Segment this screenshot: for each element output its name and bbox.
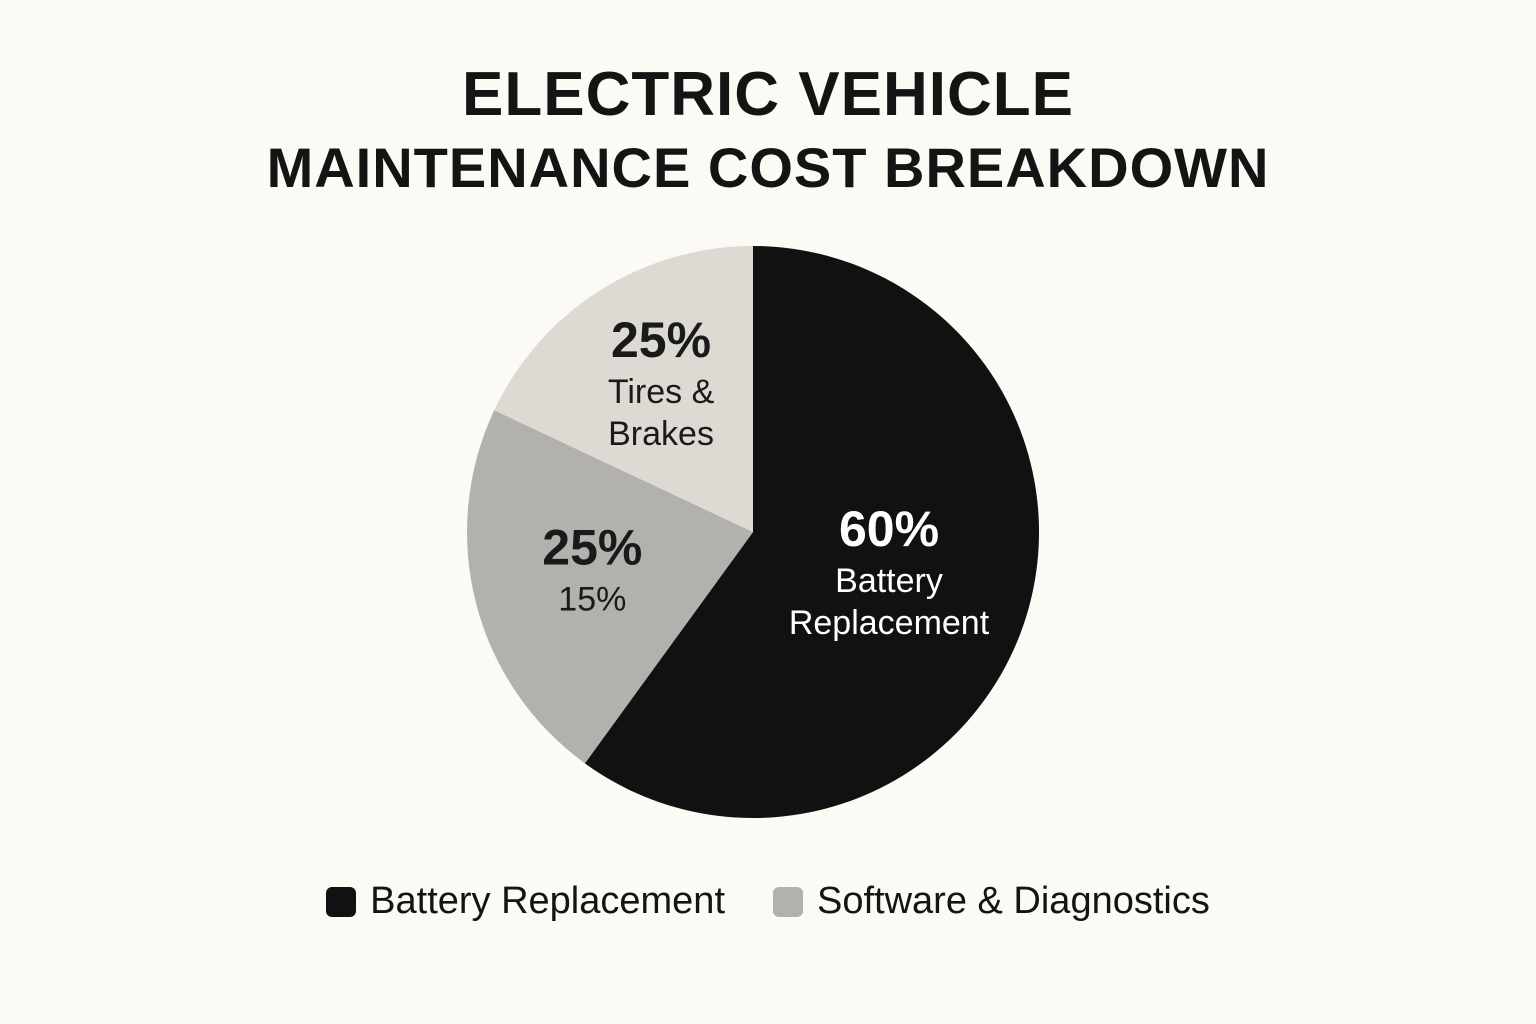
pie-slice-2-percent-label: 25% [611,312,711,368]
pie-slice-2 [494,246,753,532]
legend-item-software-diagnostics: Software & Diagnostics [773,880,1210,923]
chart-legend: Battery Replacement Software & Diagnosti… [0,880,1536,923]
pie-slice-2-label-line-1: Tires & [608,373,715,411]
chart-title-line1: ELECTRIC VEHICLE [462,60,1074,129]
pie-slice-0-label-line-1: Battery [835,562,943,600]
pie-slice-0 [584,246,1039,818]
pie-slice-1-label-line-1: 15% [558,580,626,618]
legend-label-battery-replacement: Battery Replacement [370,880,725,922]
pie-slice-0-percent-label: 60% [839,501,939,557]
legend-swatch-software-diagnostics [773,886,803,917]
pie-slice-1-percent-label: 25% [542,519,642,575]
chart-title-line2: MAINTENANCE COST BREAKDOWN [266,136,1270,199]
pie-slice-labels: 60% Battery Replacement 25% 15% 25% Tires & Bra… [542,312,989,642]
pie-slice-2-label-line-2: Brakes [608,415,714,453]
pie-slices [467,246,1039,818]
pie-slice-1 [467,410,753,764]
pie-slice-0-label-line-2: Replacement [789,604,990,642]
legend-label-software-diagnostics: Software & Diagnostics [817,880,1210,922]
legend-swatch-battery-replacement [326,886,357,917]
legend-item-battery-replacement: Battery Replacement [326,880,725,923]
